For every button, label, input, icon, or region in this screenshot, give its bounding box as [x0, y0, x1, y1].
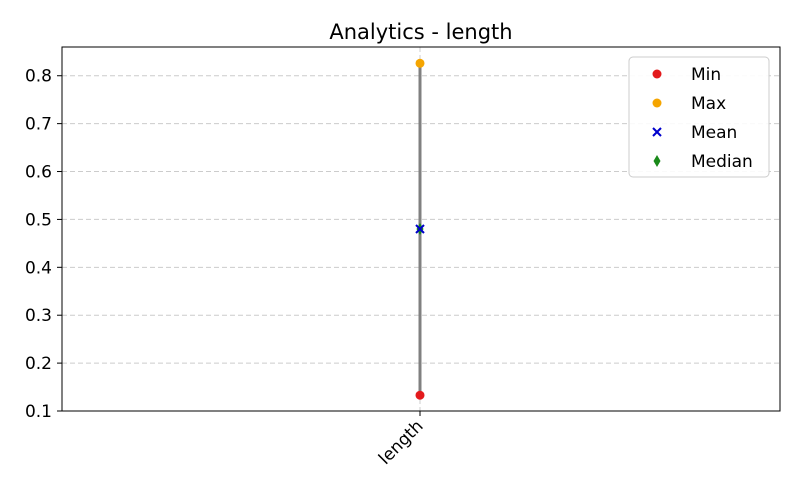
- legend-label: Min: [691, 65, 721, 85]
- legend-marker-median: [653, 155, 661, 167]
- legend-marker-mean: [652, 127, 662, 137]
- point-max: [415, 58, 425, 68]
- legend-marker-mean-stroke: [652, 127, 662, 137]
- legend: Min Max Mean Median: [628, 56, 770, 178]
- y-tick-label: 0.7: [25, 115, 52, 135]
- legend-label: Median: [691, 152, 753, 172]
- y-tick-label: 0.3: [25, 306, 52, 326]
- legend-box: [628, 56, 770, 178]
- y-tick-label: 0.8: [25, 67, 52, 87]
- chart-title: Analytics - length: [329, 20, 512, 44]
- legend-label: Mean: [691, 123, 737, 143]
- point-mean: [415, 224, 425, 234]
- point-min: [415, 390, 425, 400]
- point-mean-stroke: [415, 224, 425, 234]
- y-tick-label: 0.2: [25, 354, 52, 374]
- y-tick-label: 0.1: [25, 402, 52, 422]
- legend-marker-max: [652, 98, 662, 108]
- data-marks: [415, 58, 425, 400]
- y-tick-label: 0.6: [25, 163, 52, 183]
- legend-marker-min: [652, 69, 662, 79]
- plot-area-frame: [61, 46, 781, 412]
- y-tick-label: 0.5: [25, 210, 52, 230]
- legend-label: Max: [691, 94, 726, 114]
- y-tick-label: 0.4: [25, 258, 52, 278]
